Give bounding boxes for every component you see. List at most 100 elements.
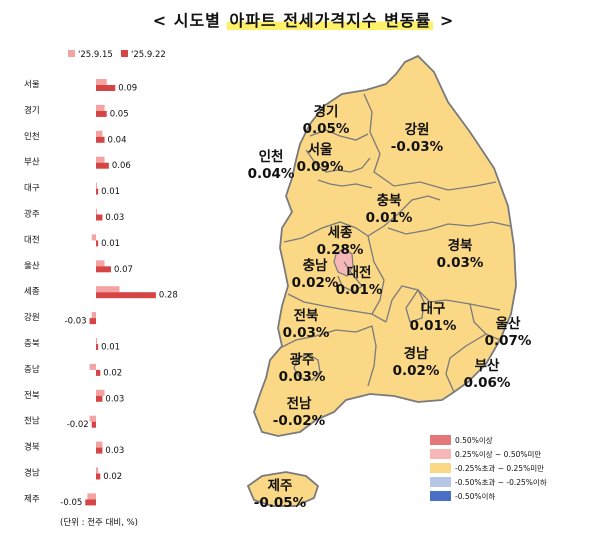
value-label: -0.02 [67, 420, 89, 430]
bar-prev [96, 286, 120, 293]
bar-prev [96, 389, 105, 396]
legend-label-1: '25.9.22 [131, 50, 166, 60]
bar-prev [96, 338, 97, 344]
region-value-sejong: 0.28% [317, 242, 364, 258]
region-name-incheon: 인천 [259, 148, 284, 165]
category-label: 전북 [24, 390, 40, 401]
region-value-gangwon: -0.03% [391, 139, 444, 155]
map-legend-swatch [430, 491, 451, 501]
bar-prev [96, 260, 105, 267]
bars-group: 서울 0.09 경기 0.05 인천 0.04 부산 0.06 대구 0.01 광주 0.03 대전 0.… [24, 79, 178, 508]
map-jeju [246, 471, 320, 507]
value-label: 0.05 [110, 109, 129, 119]
map-legend-label: 0.50%이상 [455, 435, 493, 445]
value-label: 0.03 [105, 213, 124, 223]
legend-label-0: '25.9.15 [78, 50, 113, 60]
map-legend-swatch [430, 449, 451, 459]
bar-curr [96, 369, 101, 376]
region-value-gyeongnam: 0.02% [393, 363, 440, 379]
region-name-gyeongbuk: 경북 [448, 237, 473, 254]
region-labels: 경기0.05% 강원-0.03%인천0.04%서울0.09%충북0.01%세종0.… [248, 103, 532, 511]
category-label: 부산 [24, 157, 40, 168]
unit-note: (단위 : 전주 대비, %) [60, 518, 139, 528]
bar-prev [96, 79, 107, 85]
region-name-chungbuk: 충북 [377, 193, 402, 209]
region-name-gyeonggi: 경기 [314, 103, 339, 120]
value-label: -0.03 [65, 317, 87, 327]
region-name-chungnam: 충남 [303, 257, 328, 274]
map-legend-item: 0.50%이상 [430, 433, 547, 447]
bar-curr [85, 499, 96, 506]
value-label: 0.01 [101, 187, 120, 197]
region-value-seoul: 0.09% [297, 159, 344, 175]
region-value-incheon: 0.04% [248, 166, 295, 182]
region-value-chungnam: 0.02% [292, 275, 339, 291]
region-name-jeonnam: 전남 [287, 395, 312, 412]
region-value-gyeongbuk: 0.03% [437, 255, 484, 271]
bar-curr [96, 110, 107, 117]
bar-prev [96, 104, 105, 111]
bar-curr [96, 136, 105, 143]
region-value-jeonnam: -0.02% [273, 413, 326, 429]
title-open: < 시도별 [152, 11, 228, 30]
bar-prev [89, 363, 96, 370]
region-name-sejong: 세종 [328, 225, 353, 241]
region-name-daegu: 대구 [421, 301, 446, 317]
category-label: 전남 [24, 416, 40, 427]
bar-prev [96, 156, 105, 163]
region-name-gwangju: 광주 [290, 351, 315, 368]
bar-curr [96, 344, 99, 350]
region-name-daejeon: 대전 [347, 264, 372, 281]
category-label: 인천 [24, 131, 40, 142]
region-name-jeju: 제주 [268, 478, 293, 494]
value-label: 0.09 [118, 84, 137, 94]
category-label: 경기 [24, 105, 40, 116]
value-label: 0.03 [105, 446, 124, 456]
category-label: 경북 [24, 442, 40, 453]
value-label: 0.01 [101, 343, 120, 353]
chart-legend: '25.9.15 '25.9.22 [68, 50, 166, 60]
map-legend: 0.50%이상 0.25%이상 ~ 0.50%미만 -0.25%초과 ~ 0.25%… [430, 433, 547, 503]
category-label: 경남 [24, 468, 40, 479]
map-legend-label: 0.25%이상 ~ 0.50%미만 [455, 449, 542, 459]
map-legend-item: -0.25%초과 ~ 0.25%미만 [430, 461, 547, 475]
map-mainland [253, 54, 517, 437]
region-value-gyeonggi: 0.05% [303, 121, 350, 137]
bar-curr [91, 421, 96, 428]
region-name-seoul: 서울 [308, 141, 333, 158]
category-label: 충남 [24, 365, 40, 375]
value-label: -0.05 [60, 498, 82, 508]
bar-curr [89, 318, 96, 325]
region-value-jeju: -0.05% [254, 495, 307, 511]
bar-prev [91, 234, 96, 241]
value-label: 0.28 [159, 291, 178, 301]
bar-curr [96, 188, 99, 195]
bar-curr [96, 473, 101, 480]
legend-swatch-0 [68, 50, 75, 57]
bar-prev [96, 467, 99, 474]
value-label: 0.07 [114, 265, 133, 275]
bar-curr [96, 292, 156, 299]
legend-swatch-1 [121, 50, 128, 57]
bar-curr [96, 395, 103, 402]
map-legend-item: 0.25%이상 ~ 0.50%미만 [430, 447, 547, 461]
value-label: 0.02 [103, 368, 122, 378]
map-legend-swatch [430, 477, 451, 487]
page-title: < 시도별 아파트 전세가격지수 변동률 > [0, 7, 607, 31]
map-legend-item: -0.50%초과 ~ -0.25%이하 [430, 475, 547, 489]
category-label: 강원 [24, 312, 40, 323]
map-legend-label: -0.25%초과 ~ 0.25%미만 [455, 463, 545, 473]
title-highlight: 아파트 전세가격지수 변동률 [227, 11, 434, 30]
region-name-gangwon: 강원 [405, 121, 430, 138]
region-value-daegu: 0.01% [410, 318, 457, 334]
region-value-jeonbuk: 0.03% [283, 325, 330, 341]
bar-curr [96, 240, 99, 247]
category-label: 세종 [24, 287, 40, 297]
region-name-busan: 부산 [475, 357, 500, 374]
region-value-ulsan: 0.07% [485, 333, 532, 349]
bar-curr [96, 266, 111, 273]
category-label: 대전 [24, 234, 40, 245]
region-borders [279, 93, 511, 393]
